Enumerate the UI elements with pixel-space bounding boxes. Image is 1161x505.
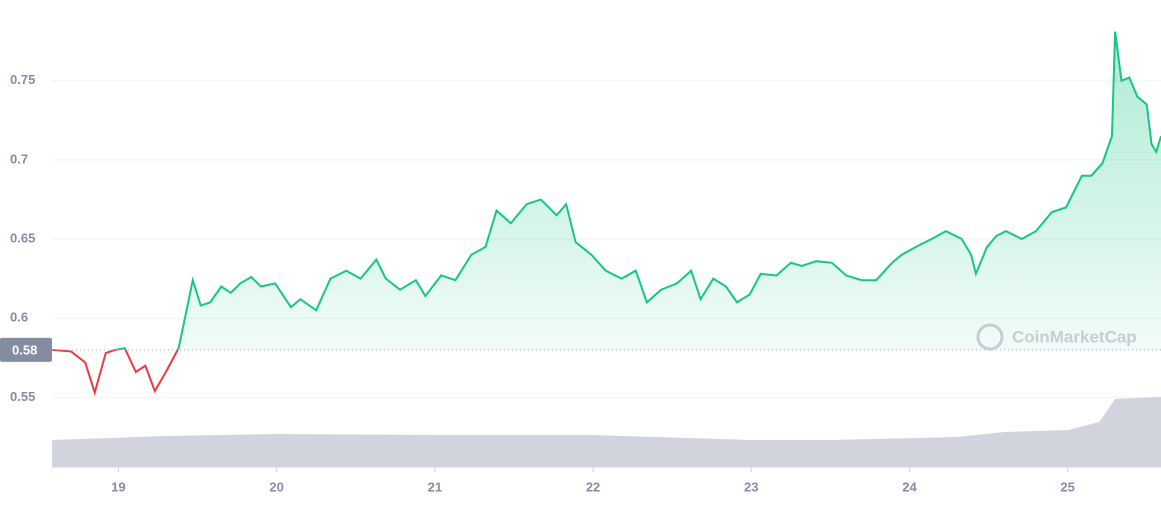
price-line bbox=[52, 31, 1161, 350]
x-tick-label: 24 bbox=[902, 479, 917, 494]
y-tick-label: 0.7 bbox=[10, 151, 28, 166]
x-tick-label: 19 bbox=[111, 479, 125, 494]
y-tick-label: 0.75 bbox=[10, 72, 35, 87]
price-area bbox=[52, 31, 1161, 350]
x-tick-label: 22 bbox=[586, 479, 600, 494]
y-tick-label: 0.65 bbox=[10, 230, 35, 245]
x-tick-label: 20 bbox=[269, 479, 283, 494]
x-tick-label: 23 bbox=[744, 479, 758, 494]
y-tick-label: 0.6 bbox=[10, 310, 28, 325]
baseline-label-box bbox=[0, 337, 52, 362]
watermark-logo bbox=[976, 323, 1004, 351]
x-tick-label: 21 bbox=[428, 479, 442, 494]
y-tick-label: 0.55 bbox=[10, 389, 35, 404]
volume-area bbox=[52, 397, 1161, 467]
baseline-label: 0.58 bbox=[12, 342, 37, 357]
x-tick-label: 25 bbox=[1060, 479, 1074, 494]
watermark: CoinMarketCap bbox=[1012, 327, 1137, 346]
